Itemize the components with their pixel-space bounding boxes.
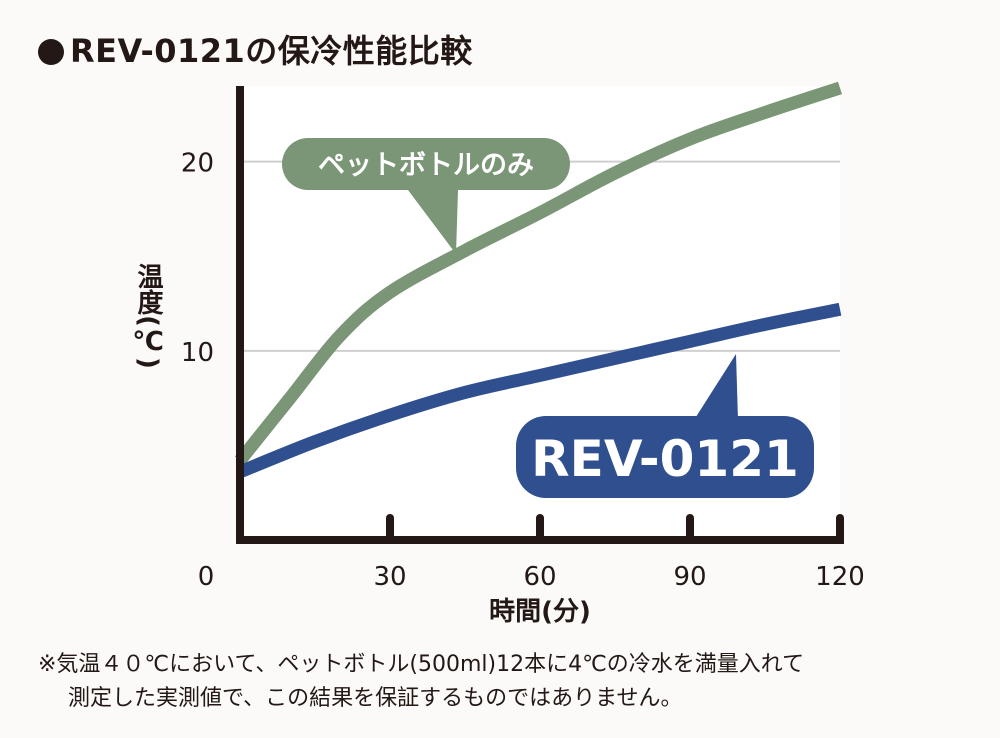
bullet-icon	[38, 39, 64, 65]
callout-box-1	[516, 416, 814, 498]
chart-title-text: REV-0121の保冷性能比較	[70, 32, 473, 70]
footnote-line-1: ※気温４０℃において、ペットボトル(500ml)12本に4℃の冷水を満量入れて	[38, 652, 805, 677]
series-group	[234, 81, 843, 478]
y-tick-label-20: 20	[181, 149, 214, 179]
x-tick-label-120: 120	[815, 562, 865, 592]
chart-title: REV-0121の保冷性能比較	[38, 26, 473, 72]
x-tick-label-90: 90	[673, 562, 706, 592]
footnote: ※気温４０℃において、ペットボトル(500ml)12本に4℃の冷水を満量入れて …	[38, 648, 988, 716]
series-line-1	[237, 302, 842, 478]
callout-pointer-0	[408, 190, 458, 254]
y-tick-label-10: 10	[181, 338, 214, 368]
footnote-line-2: 測定した実測値で、この結果を保証するものではありません。	[68, 686, 683, 711]
x-tick-label-60: 60	[523, 562, 556, 592]
chart-svg: 10 20 0 30 60 90 120 ペットボトルのみ REV-0121 時間(分) 温度(℃)	[133, 81, 865, 627]
x-tick-label-0: 0	[198, 562, 215, 592]
series-line-0	[234, 81, 843, 465]
callout-pointer-1	[694, 354, 738, 420]
callout-box-0	[282, 138, 570, 190]
series-label-1: REV-0121	[531, 430, 799, 488]
x-axis-label: 時間(分)	[489, 597, 591, 627]
series-label-0: ペットボトルのみ	[318, 150, 534, 181]
y-axis-label: 温度(℃)	[133, 263, 163, 369]
x-tick-label-30: 30	[373, 562, 406, 592]
